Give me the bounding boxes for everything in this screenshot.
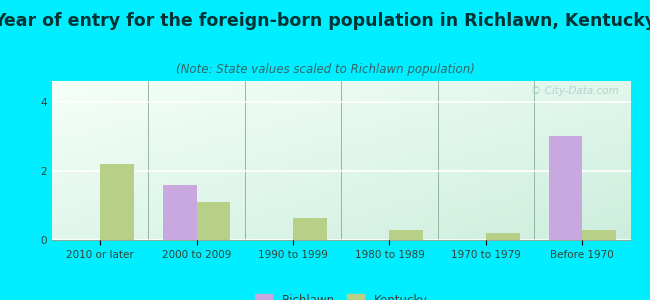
Text: Year of entry for the foreign-born population in Richlawn, Kentucky: Year of entry for the foreign-born popul… [0,12,650,30]
Bar [196,202,230,240]
Bar [293,218,327,240]
Text: © City-Data.com: © City-Data.com [531,86,619,96]
Bar [549,136,582,240]
Bar [163,185,196,240]
Text: (Note: State values scaled to Richlawn population): (Note: State values scaled to Richlawn p… [176,63,474,76]
Legend: Richlawn, Kentucky: Richlawn, Kentucky [251,290,432,300]
Bar [582,230,616,240]
Bar [389,230,423,240]
Bar [100,164,134,240]
Bar [486,233,519,240]
